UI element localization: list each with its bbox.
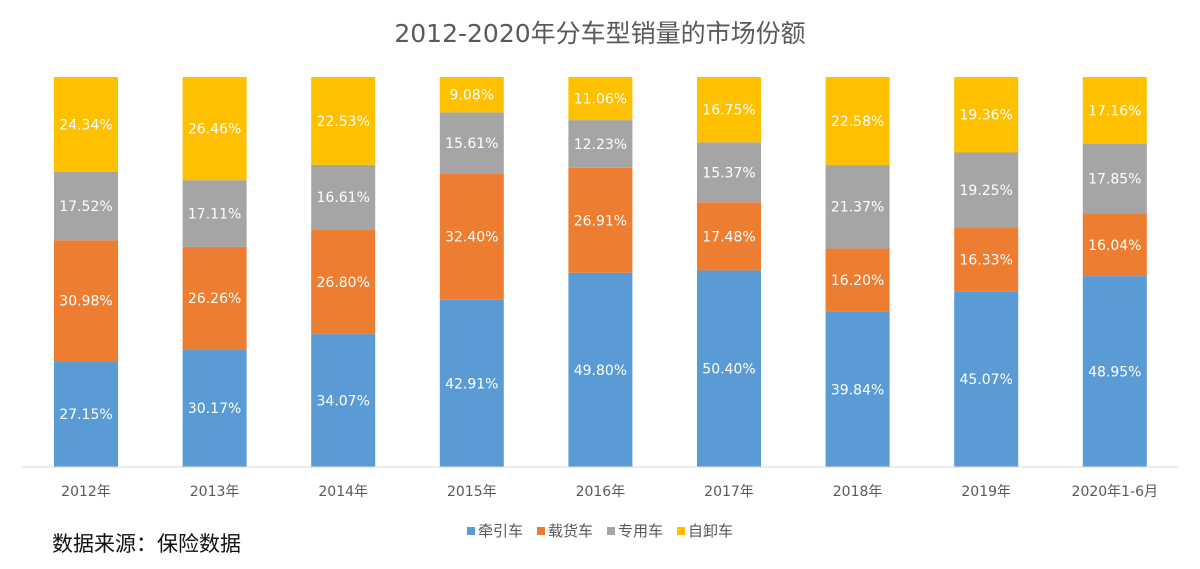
data-label: 24.34% (59, 117, 112, 133)
bar-segment (954, 291, 1019, 467)
bar-segment (825, 77, 890, 166)
legend-label: 牵引车 (477, 522, 523, 540)
bar-segment (825, 165, 890, 249)
bar-segment (568, 77, 633, 121)
data-label: 16.61% (317, 190, 370, 206)
bar-segment (1082, 143, 1147, 214)
data-label: 26.46% (188, 122, 241, 138)
bar-segment (825, 311, 890, 467)
data-label: 49.80% (574, 363, 627, 379)
bar-segment (697, 270, 761, 467)
legend-swatch (466, 526, 475, 535)
bar-segment (182, 180, 247, 247)
bar-segment (954, 227, 1019, 292)
bar-segment (568, 272, 633, 467)
data-label: 12.23% (574, 137, 627, 153)
legend-item: 自卸车 (677, 520, 733, 541)
bar-segment (439, 173, 504, 300)
bar-segment (439, 299, 504, 467)
data-label: 39.84% (831, 382, 884, 398)
data-label: 26.26% (188, 291, 241, 307)
data-label: 17.85% (1088, 172, 1141, 188)
bar-segment (954, 77, 1019, 153)
bar-segment (697, 142, 761, 203)
bar-segment (954, 152, 1019, 228)
legend-swatch (677, 526, 686, 535)
x-tick-label: 2015年 (447, 484, 497, 500)
data-label: 32.40% (445, 229, 498, 245)
bar-segment (311, 334, 376, 467)
x-tick-label: 2018年 (833, 484, 883, 500)
data-label: 17.16% (1088, 103, 1141, 119)
bar-segment (182, 77, 247, 181)
data-label: 21.37% (831, 200, 884, 216)
data-label: 34.07% (317, 394, 370, 410)
bar-segment (825, 248, 890, 312)
legend-label: 载货车 (547, 522, 593, 540)
data-label: 26.80% (317, 275, 370, 291)
data-label: 11.06% (574, 92, 627, 108)
x-axis-ticks: 2012年 2013年 2014年 2015年 2016年 2017年 2018年 2019年… (61, 484, 1158, 500)
data-label: 15.61% (445, 136, 498, 152)
bar-segment (697, 77, 761, 143)
bar-segment (439, 77, 504, 113)
data-label: 17.11% (188, 207, 241, 223)
legend-label: 自卸车 (688, 522, 734, 540)
legend-item: 牵引车 (466, 520, 523, 541)
bar-segment (568, 167, 633, 273)
data-label: 17.48% (702, 229, 755, 245)
data-label: 30.17% (188, 401, 241, 417)
data-label: 42.91% (445, 376, 498, 392)
bars-layer: 27.15% 30.98% 17.52% 24.34% 30.17% 26.26% 17.1… (54, 77, 1147, 467)
x-tick-label: 2019年 (961, 484, 1011, 500)
legend: 牵引车 载货车 专用车 自卸车 (0, 520, 1200, 541)
data-label: 48.95% (1088, 365, 1141, 381)
data-label: 9.08% (450, 88, 494, 104)
x-tick-label: 2017年 (704, 484, 754, 500)
data-label: 16.04% (1088, 238, 1141, 254)
bar-segment (568, 120, 633, 168)
bar-segment (439, 112, 504, 174)
x-tick-label: 2012年 (61, 484, 111, 500)
bar-segment (1082, 77, 1147, 144)
legend-swatch (607, 526, 615, 535)
data-label: 30.98% (59, 294, 112, 310)
chart-title: 2012-2020年分车型销量的市场份额 (394, 19, 806, 48)
data-label: 27.15% (59, 407, 112, 423)
bar-segment (311, 229, 376, 335)
data-label: 17.52% (59, 199, 112, 215)
data-label: 19.36% (960, 108, 1013, 124)
data-label: 16.20% (831, 273, 884, 289)
x-tick-label: 2014年 (318, 484, 368, 500)
data-label: 16.75% (702, 103, 755, 119)
legend-item: 载货车 (536, 520, 593, 541)
bar-segment (311, 77, 376, 165)
legend-label: 专用车 (618, 522, 664, 540)
bar-segment (311, 164, 376, 230)
bar-segment (54, 361, 118, 467)
legend-swatch (536, 526, 545, 535)
bar-segment (54, 240, 118, 362)
data-label: 50.40% (702, 362, 755, 378)
data-label: 16.33% (960, 252, 1013, 268)
legend-item: 专用车 (607, 520, 663, 541)
data-label: 15.37% (702, 165, 755, 181)
source-note: 数据来源：保险数据 (52, 532, 241, 556)
data-label: 45.07% (960, 372, 1013, 388)
bar-segment (54, 77, 118, 172)
bar-segment (1082, 213, 1147, 277)
bar-segment (54, 171, 118, 241)
bar-segment (1082, 276, 1147, 467)
x-tick-label: 2016年 (576, 484, 626, 500)
bar-segment (182, 349, 247, 467)
data-label: 22.58% (831, 114, 884, 130)
data-label: 19.25% (960, 183, 1013, 199)
bar-segment (182, 246, 247, 350)
bar-segment (697, 202, 761, 271)
x-tick-label: 2020年1-6月 (1072, 484, 1159, 500)
data-label: 22.53% (317, 114, 370, 130)
x-tick-label: 2013年 (190, 484, 240, 500)
data-label: 26.91% (574, 213, 627, 229)
